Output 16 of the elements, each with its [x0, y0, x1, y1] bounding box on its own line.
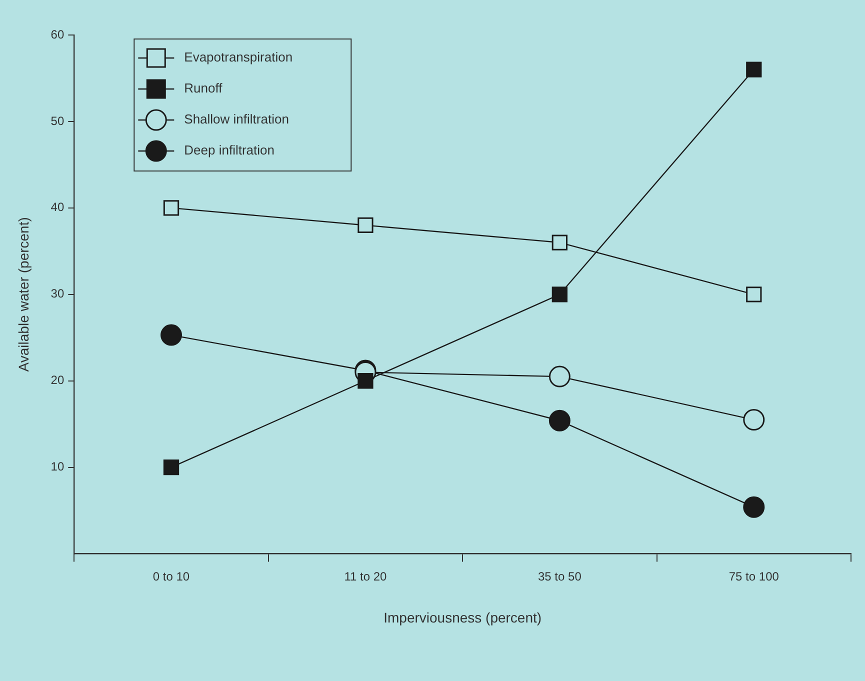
- x-tick-label: 75 to 100: [728, 569, 780, 584]
- legend-label: Deep infiltration: [184, 142, 274, 158]
- y-tick-label: 60: [50, 27, 64, 42]
- legend-label: Runoff: [184, 80, 223, 96]
- x-tick-label: 0 to 10: [152, 569, 190, 584]
- x-axis-title: Imperviousness (percent): [384, 609, 542, 626]
- legend-label: Evapotranspiration: [184, 50, 293, 65]
- y-tick-label: 40: [50, 200, 64, 214]
- legend-label: Shallow infiltration: [184, 112, 289, 127]
- y-tick-label: 30: [50, 286, 64, 301]
- y-tick-label: 20: [50, 373, 64, 388]
- y-tick-label: 50: [50, 114, 64, 128]
- y-tick-label: 10: [50, 460, 64, 474]
- x-tick-label: 11 to 20: [344, 569, 388, 584]
- y-axis-title: Available water (percent): [15, 217, 32, 372]
- x-tick-label: 35 to 50: [538, 569, 582, 584]
